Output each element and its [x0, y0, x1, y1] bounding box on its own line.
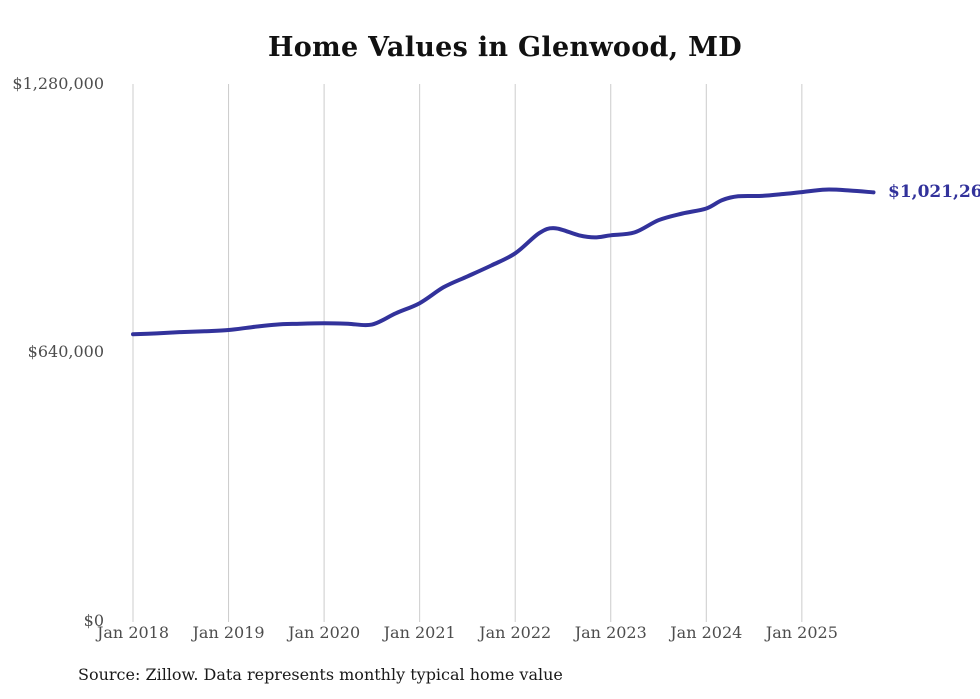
x-axis-label: Jan 2024 [670, 623, 743, 642]
x-axis-label: Jan 2023 [574, 623, 647, 642]
home-value-line [131, 187, 876, 337]
x-axis-label: Jan 2021 [383, 623, 456, 642]
y-axis-label: $0 [83, 610, 104, 630]
y-axis-label: $640,000 [27, 342, 104, 362]
x-axis-label: Jan 2019 [192, 623, 265, 642]
series-end-value-label: $1,021,269 [888, 182, 980, 203]
x-axis-label: Jan 2020 [288, 623, 361, 642]
x-axis-label: Jan 2022 [479, 623, 552, 642]
x-axis-label: Jan 2018 [96, 623, 170, 642]
y-axis-label: $1,280,000 [12, 74, 104, 93]
source-note: Source: Zillow. Data represents monthly … [78, 665, 563, 684]
x-axis-label: Jan 2025 [765, 623, 838, 642]
chart-title: Home Values in Glenwood, MD [267, 32, 743, 63]
